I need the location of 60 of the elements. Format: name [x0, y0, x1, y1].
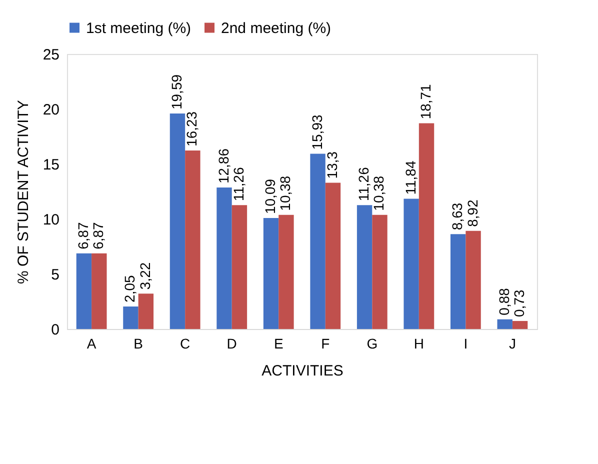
- y-tick-label: 15: [42, 156, 60, 174]
- data-label: 12,86: [215, 148, 232, 184]
- x-tick-label: F: [321, 336, 330, 352]
- bar: [216, 188, 232, 329]
- x-tick-label: I: [464, 336, 468, 352]
- data-label: 11,26: [356, 166, 372, 202]
- bar: [404, 198, 419, 329]
- data-label: 11,26: [230, 166, 246, 202]
- bar: [76, 253, 92, 329]
- bar: [418, 123, 434, 329]
- bar: [232, 205, 248, 329]
- bar: [138, 294, 154, 329]
- bar: [278, 214, 294, 329]
- bar: [310, 154, 326, 329]
- data-label: 16,23: [184, 111, 200, 146]
- data-label: 3,22: [136, 262, 153, 290]
- data-label: 0,73: [511, 290, 528, 317]
- bar: [92, 253, 107, 329]
- legend-label: 2nd meeting (%): [221, 20, 332, 37]
- data-label: 11,84: [402, 160, 418, 195]
- x-tick-label: B: [134, 336, 143, 352]
- data-label: 18,71: [418, 84, 434, 120]
- x-tick-label: A: [86, 336, 97, 352]
- x-tick-label: G: [366, 336, 378, 352]
- x-tick-label: E: [274, 336, 284, 352]
- x-axis-title: ACTIVITIES: [262, 362, 344, 380]
- y-tick-label: 25: [42, 46, 60, 64]
- data-label: 10,38: [277, 176, 294, 211]
- y-axis-title: % OF STUDENT ACTIVITY: [14, 100, 32, 284]
- data-label: 15,93: [308, 114, 325, 150]
- data-label: 10,09: [262, 178, 278, 214]
- y-tick-label: 0: [51, 322, 60, 338]
- y-tick-label: 10: [42, 212, 60, 228]
- data-label: 10,38: [370, 176, 387, 211]
- y-tick-label: 5: [51, 266, 60, 284]
- bar: [372, 214, 388, 329]
- data-label: 6,87: [74, 222, 91, 250]
- bar: [263, 218, 279, 329]
- x-tick-label: H: [414, 336, 424, 352]
- bar: [466, 230, 481, 329]
- bar: [123, 306, 138, 329]
- bar: [497, 319, 512, 329]
- x-tick-label: J: [508, 336, 516, 352]
- x-tick-label: C: [180, 336, 190, 352]
- bar: [450, 234, 466, 329]
- bar: [356, 205, 372, 329]
- bar: [325, 182, 341, 329]
- data-label: 19,59: [168, 74, 184, 110]
- bar: [170, 114, 186, 329]
- legend-label: 1st meeting (%): [86, 20, 192, 37]
- bar: [512, 320, 528, 329]
- data-label: 8,92: [464, 199, 480, 227]
- data-label: 8,63: [449, 202, 466, 230]
- data-label: 2,05: [122, 274, 138, 302]
- data-label: 13,3: [324, 151, 340, 179]
- bar: [185, 150, 200, 329]
- data-label: 0,88: [496, 288, 512, 316]
- y-tick-label: 20: [42, 102, 60, 118]
- x-tick-label: D: [226, 336, 237, 352]
- data-label: 6,87: [90, 222, 106, 250]
